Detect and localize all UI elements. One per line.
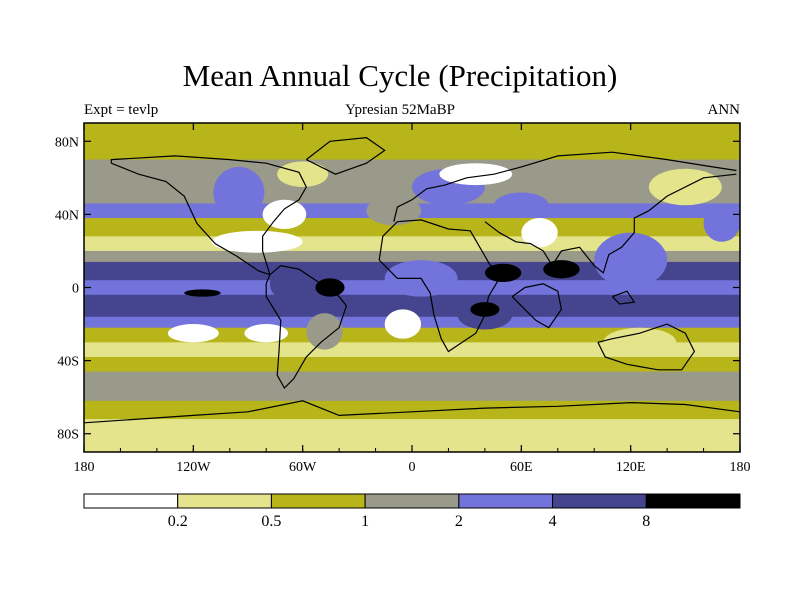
- precip-region-16: [493, 192, 549, 219]
- precip-region-14: [439, 163, 513, 186]
- coastline-9: [305, 136, 386, 175]
- colorbar-swatch: [458, 493, 554, 509]
- y-tick-label: 80N: [55, 135, 79, 150]
- y-tick-label: 0: [72, 282, 79, 297]
- colorbar-swatch: [552, 493, 647, 509]
- precip-region-10: [384, 309, 422, 339]
- colorbar-level-label: 4: [549, 513, 557, 530]
- colorbar-swatch: [645, 493, 741, 509]
- precip-region-9: [244, 324, 289, 343]
- colorbar-swatch: [270, 493, 366, 509]
- coastlines: [84, 136, 740, 424]
- x-tick-label: 120E: [616, 460, 646, 475]
- precip-region-12: [366, 196, 422, 226]
- x-tick-label: 0: [409, 460, 416, 475]
- precip-region-0: [213, 166, 265, 219]
- x-tick-label: 180: [74, 460, 95, 475]
- precip-region-22: [603, 327, 677, 357]
- precip-region-21: [470, 302, 500, 317]
- precip-band-15: [84, 371, 740, 402]
- chart-subtitle: Ypresian 52MaBP: [345, 102, 455, 118]
- precip-band-2: [84, 159, 740, 182]
- coastline-5: [484, 173, 737, 274]
- precip-band-7: [84, 250, 740, 263]
- colorbar-level-label: 1: [361, 513, 369, 530]
- colorbar-level-label: 0.5: [261, 513, 281, 530]
- precip-band-13: [84, 342, 740, 358]
- colorbar: 0.2 0.5 1 2 4 8: [83, 493, 741, 530]
- precip-band-0: [84, 123, 740, 142]
- precip-region-1: [262, 199, 307, 230]
- x-tick-label: 120W: [176, 460, 211, 475]
- precip-region-2: [211, 230, 303, 253]
- colorbar-swatch: [364, 493, 460, 509]
- y-tick-label: 80S: [57, 428, 79, 443]
- precip-band-16: [84, 400, 740, 420]
- coastline-7: [597, 323, 696, 371]
- coastline-4: [393, 151, 737, 222]
- precip-region-6: [184, 289, 221, 297]
- precip-region-24: [703, 205, 740, 242]
- precip-band-1: [84, 141, 740, 161]
- precip-band-10: [84, 294, 740, 318]
- precip-region-19: [594, 232, 668, 288]
- y-tick-label: 40N: [55, 208, 79, 223]
- x-tick-label: 60E: [510, 460, 533, 475]
- coastline-6: [511, 283, 563, 329]
- y-axis: 80N 40N 0 40S 80S: [55, 135, 740, 443]
- colorbar-level-label: 0.2: [168, 513, 188, 530]
- precip-region-4: [269, 261, 336, 306]
- precip-region-8: [167, 324, 219, 343]
- precip-region-18: [543, 260, 580, 279]
- coastline-2: [265, 264, 348, 389]
- coastline-3: [378, 219, 506, 353]
- precip-region-3: [277, 161, 329, 187]
- coastline-10: [611, 290, 636, 305]
- x-axis: 180 120W 60W 0 60E 120E 180: [74, 123, 751, 475]
- season-label: ANN: [707, 102, 741, 118]
- colorbar-level-label: 2: [455, 513, 463, 530]
- precip-region-7: [306, 313, 343, 350]
- x-tick-label: 180: [730, 460, 751, 475]
- precip-band-14: [84, 356, 740, 373]
- experiment-label: Expt = tevlp: [84, 102, 159, 118]
- y-tick-label: 40S: [57, 355, 79, 370]
- x-tick-label: 60W: [289, 460, 317, 475]
- coastline-1: [110, 155, 307, 275]
- colorbar-level-label: 8: [642, 513, 650, 530]
- precip-region-5: [315, 278, 345, 297]
- colorbar-swatch: [83, 493, 179, 509]
- precip-region-15: [521, 218, 558, 248]
- colorbar-swatch: [177, 493, 272, 509]
- chart-title: Mean Annual Cycle (Precipitation): [182, 58, 618, 93]
- coastline-8: [84, 400, 740, 424]
- coastline-0: [111, 162, 271, 276]
